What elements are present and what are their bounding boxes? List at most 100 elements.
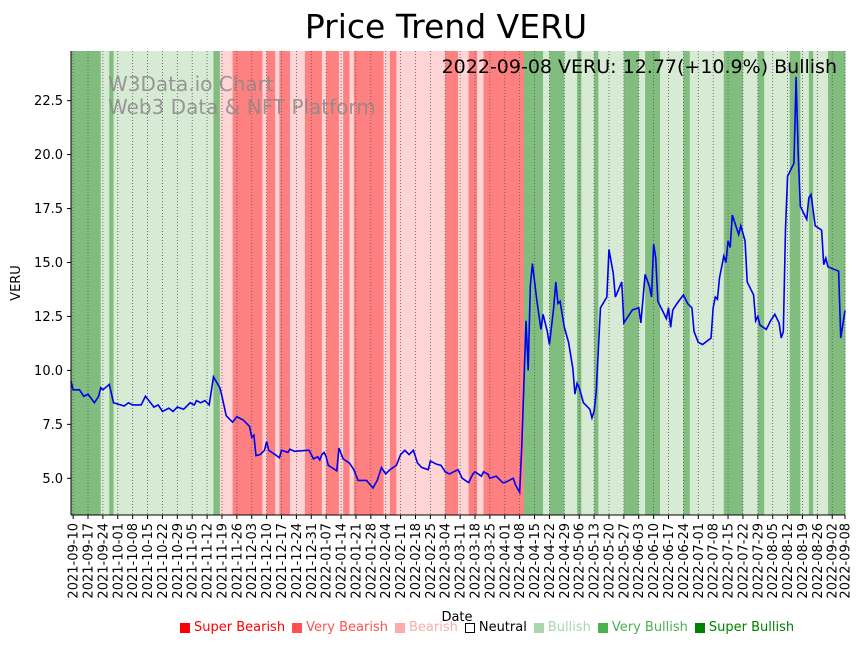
- x-tick-label: 2021-10-08: [126, 523, 141, 599]
- sentiment-band-23: [458, 51, 470, 515]
- sentiment-band-18: [353, 51, 384, 515]
- sentiment-band-46: [800, 51, 810, 515]
- sentiment-band-29: [549, 51, 565, 515]
- x-tick-label: 2022-09-08: [839, 523, 854, 599]
- x-tick-label: 2021-10-01: [111, 523, 126, 599]
- x-tick-label: 2021-11-12: [201, 523, 216, 599]
- x-tick-label: 2022-08-05: [766, 523, 781, 599]
- y-tick-label: 5.0: [42, 472, 63, 487]
- x-tick-label: 2022-04-29: [558, 523, 573, 599]
- x-tick-label: 2022-08-19: [796, 523, 811, 599]
- sentiment-band-45: [789, 51, 801, 515]
- sentiment-band-1: [100, 51, 110, 515]
- x-tick-label: 2022-07-22: [736, 523, 751, 599]
- x-tick-label: 2022-05-06: [573, 523, 588, 599]
- y-tick-label: 7.5: [42, 418, 63, 433]
- legend-label: Bearish: [408, 620, 458, 635]
- x-tick-label: 2022-07-01: [692, 523, 707, 599]
- x-tick-label: 2021-12-31: [305, 523, 320, 599]
- sentiment-band-26: [483, 51, 525, 515]
- x-tick-label: 2022-08-12: [781, 523, 796, 599]
- sentiment-band-36: [638, 51, 646, 515]
- x-axis-label: Date: [441, 610, 472, 625]
- sentiment-band-22: [445, 51, 459, 515]
- sentiment-band-3: [113, 51, 214, 515]
- watermark-line-1: W3Data.io Chart: [108, 72, 274, 96]
- sentiment-band-0: [71, 51, 102, 515]
- chart-title: Price Trend VERU: [305, 7, 587, 46]
- sentiment-band-43: [757, 51, 765, 515]
- legend-swatch: [694, 622, 705, 633]
- x-tick-label: 2022-06-17: [662, 523, 677, 599]
- x-tick-label: 2021-09-10: [67, 523, 82, 599]
- legend-swatch: [394, 622, 405, 633]
- x-tick-label: 2022-03-04: [439, 523, 454, 599]
- price-line: [70, 76, 846, 496]
- x-tick-label: 2022-03-18: [469, 523, 484, 599]
- x-tick-label: 2022-03-25: [483, 523, 498, 599]
- y-axis-label: VERU: [9, 265, 24, 301]
- sentiment-band-2: [109, 51, 114, 515]
- legend-swatch: [533, 622, 544, 633]
- x-tick-label: 2021-09-24: [96, 523, 111, 599]
- sentiment-band-34: [598, 51, 625, 515]
- x-tick-label: 2022-02-25: [424, 523, 439, 599]
- legend-item-bearish: Bearish: [394, 620, 458, 635]
- sentiment-band-48: [813, 51, 829, 515]
- sentiment-band-32: [581, 51, 595, 515]
- x-tick-label: 2022-02-11: [394, 523, 409, 599]
- y-tick-label: 12.5: [34, 310, 63, 325]
- x-tick-label: 2022-07-08: [707, 523, 722, 599]
- legend-label: Neutral: [478, 620, 527, 635]
- sentiment-band-39: [683, 51, 691, 515]
- legend-item-neutral: Neutral: [464, 620, 527, 635]
- sentiment-band-30: [564, 51, 578, 515]
- sentiment-band-12: [304, 51, 323, 515]
- sentiment-band-8: [266, 51, 276, 515]
- x-tick-label: 2022-09-02: [826, 523, 841, 599]
- legend-swatch: [180, 622, 190, 633]
- sentiment-band-47: [808, 51, 814, 515]
- legend-swatch: [464, 622, 475, 633]
- sentiment-band-7: [262, 51, 268, 515]
- y-tick-label: 15.0: [34, 256, 63, 271]
- sentiment-legend: Super Bearish Very Bearish Bearish Neutral B…: [180, 620, 801, 635]
- x-tick-label: 2021-11-05: [186, 523, 201, 599]
- x-tick-label: 2022-05-27: [617, 523, 632, 599]
- sentiment-band-27: [523, 51, 544, 515]
- sentiment-bands: [71, 51, 846, 515]
- x-tick-label: 2021-10-29: [171, 523, 186, 599]
- sentiment-band-9: [275, 51, 280, 515]
- x-tick-label: 2022-08-26: [811, 523, 826, 599]
- watermark-line-2: Web3 Data & NFT Platform: [108, 95, 376, 119]
- legend-label: Very Bullish: [611, 620, 688, 635]
- x-tick-label: 2022-04-08: [513, 523, 528, 599]
- x-tick-label: 2022-05-20: [602, 523, 617, 599]
- sentiment-band-16: [343, 51, 350, 515]
- y-tick-label: 17.5: [34, 202, 63, 217]
- sentiment-band-20: [389, 51, 397, 515]
- sentiment-band-33: [594, 51, 599, 515]
- sentiment-band-42: [742, 51, 759, 515]
- axes: 5.0 7.5 10.0 12.5 15.0 17.5 20.0 22.5 2021-09-10…: [34, 51, 854, 599]
- x-tick-label: 2021-12-03: [245, 523, 260, 599]
- sentiment-band-17: [349, 51, 355, 515]
- x-tick-label: 2022-07-15: [722, 523, 737, 599]
- legend-item-bullish: Bullish: [533, 620, 591, 635]
- sentiment-band-11: [290, 51, 306, 515]
- sentiment-band-41: [723, 51, 744, 515]
- legend-label: Super Bearish: [194, 620, 286, 635]
- sentiment-band-14: [326, 51, 340, 515]
- legend-label: Bullish: [547, 620, 591, 635]
- x-tick-label: 2022-05-13: [588, 523, 603, 599]
- x-tick-label: 2021-12-24: [290, 523, 305, 599]
- x-tick-label: 2022-06-24: [677, 523, 692, 599]
- sentiment-band-38: [660, 51, 684, 515]
- sentiment-band-25: [477, 51, 484, 515]
- sentiment-band-24: [468, 51, 478, 515]
- x-tick-label: 2022-04-15: [528, 523, 543, 599]
- legend-item-very-bullish: Very Bullish: [597, 620, 688, 635]
- y-tick-label: 10.0: [34, 364, 63, 379]
- x-tick-label: 2021-11-26: [230, 523, 245, 599]
- x-tick-label: 2021-12-10: [260, 523, 275, 599]
